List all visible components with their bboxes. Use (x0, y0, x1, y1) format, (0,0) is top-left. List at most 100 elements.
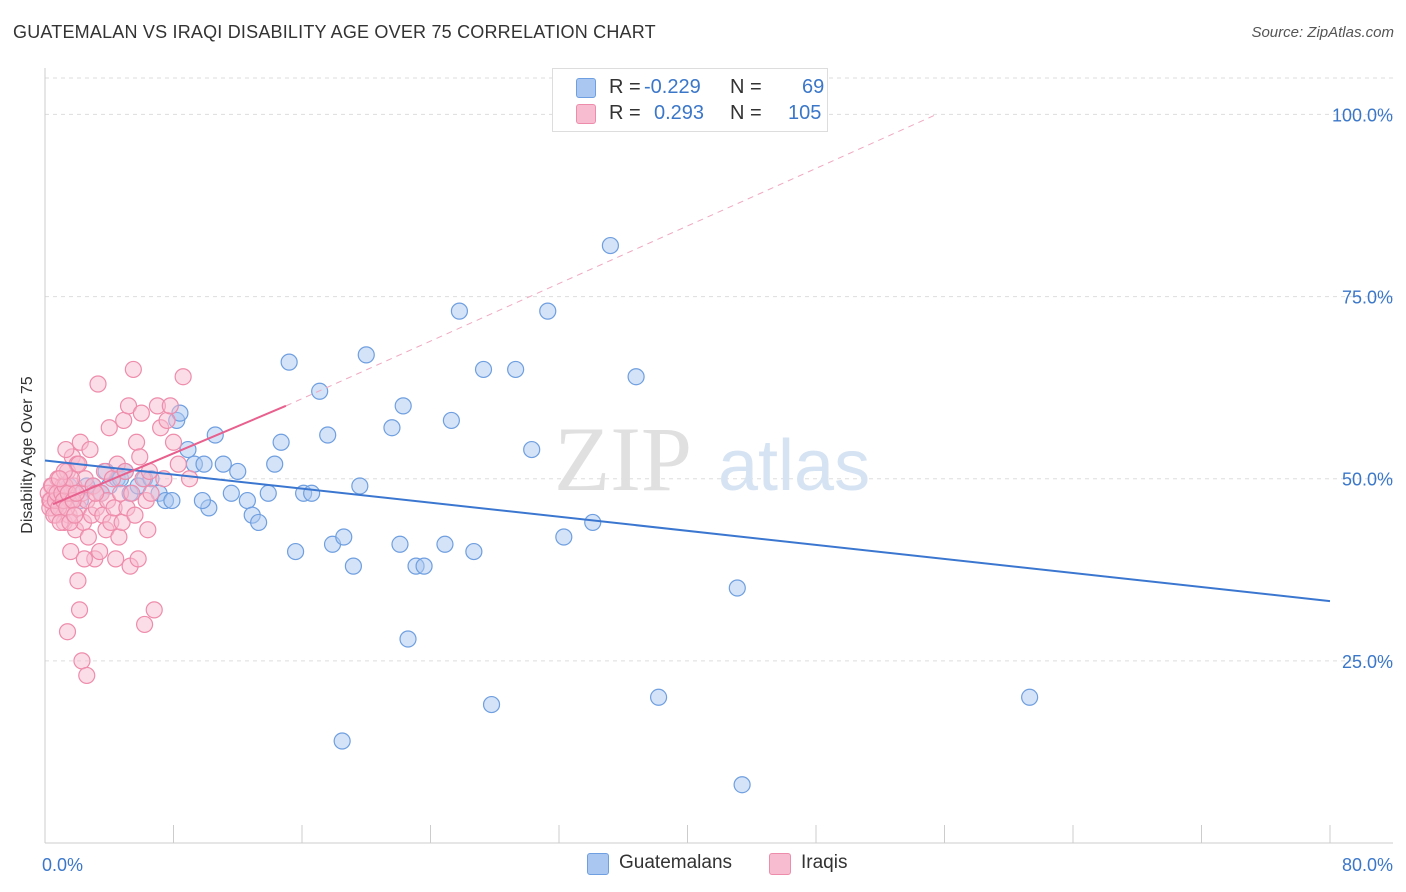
data-point-guatemalans (335, 528, 353, 546)
data-point-guatemalans (415, 557, 433, 575)
data-point-guatemalans (465, 542, 483, 561)
data-point-iraqis (145, 601, 163, 619)
legend-swatch-guatemalans (576, 78, 596, 98)
data-point-iraqis (164, 433, 183, 451)
data-point-guatemalans (193, 491, 212, 510)
data-point-guatemalans (399, 630, 417, 648)
chart-title: GUATEMALAN VS IRAQI DISABILITY AGE OVER … (13, 22, 656, 42)
bottom-legend-swatch-guatemalans (587, 853, 609, 875)
data-point-guatemalans (333, 732, 351, 750)
legend-n-value: 105 (788, 102, 822, 124)
y-tick-label: 25.0% (1342, 652, 1393, 672)
data-point-guatemalans (1021, 688, 1039, 706)
data-point-guatemalans (507, 360, 525, 379)
data-point-iraqis (124, 360, 142, 379)
data-point-iraqis (119, 397, 138, 415)
data-point-iraqis (62, 542, 80, 561)
data-point-guatemalans (357, 346, 375, 364)
data-point-guatemalans (627, 368, 645, 386)
data-point-iraqis (67, 484, 85, 502)
data-point-guatemalans (584, 513, 602, 532)
data-point-guatemalans (303, 484, 321, 502)
data-point-iraqis (100, 419, 118, 437)
data-point-guatemalans (351, 477, 369, 495)
data-point-iraqis (78, 666, 96, 685)
data-point-iraqis (50, 470, 69, 488)
legend-r-value: 0.293 (654, 102, 705, 124)
data-point-guatemalans (442, 411, 460, 430)
data-point-guatemalans (391, 535, 409, 553)
data-point-iraqis (66, 506, 84, 524)
data-point-guatemalans (523, 440, 541, 459)
data-point-iraqis (129, 550, 147, 568)
data-point-guatemalans (238, 491, 256, 510)
data-point-guatemalans (280, 353, 298, 371)
x-tick-label: 0.0% (42, 855, 83, 875)
data-point-iraqis (132, 404, 150, 422)
data-point-iraqis (73, 652, 91, 670)
data-point-iraqis (139, 521, 157, 539)
legend-r-label: R = (609, 76, 641, 98)
data-point-iraqis (91, 542, 109, 561)
data-point-guatemalans (195, 455, 213, 473)
y-tick-label: 75.0% (1342, 288, 1393, 308)
data-point-iraqis (110, 528, 128, 546)
correlation-legend: R = -0.229 N = 69 R = 0.293 N = 105 (552, 68, 828, 132)
data-point-iraqis (180, 470, 199, 488)
data-point-iraqis (127, 433, 146, 451)
data-point-guatemalans (250, 513, 268, 532)
x-tick-label: 80.0% (1342, 855, 1393, 875)
data-point-iraqis (169, 455, 187, 473)
data-point-guatemalans (163, 491, 181, 510)
y-tick-label: 50.0% (1342, 470, 1393, 490)
data-point-iraqis (174, 368, 192, 386)
data-point-iraqis (70, 601, 89, 619)
y-tick-label: 100.0% (1332, 105, 1393, 125)
data-point-guatemalans (482, 695, 501, 714)
data-point-guatemalans (649, 688, 668, 706)
data-point-iraqis (107, 550, 125, 568)
watermark-zip: ZIP (554, 408, 692, 510)
data-point-iraqis (161, 397, 179, 415)
watermark: ZIP atlas (554, 408, 870, 510)
data-point-guatemalans (394, 397, 412, 415)
data-point-iraqis (158, 411, 176, 430)
bottom-legend-swatch-iraqis (769, 853, 791, 875)
gridlines (45, 77, 1393, 662)
tick-labels: 25.0% 50.0% 75.0% 100.0% 0.0% 80.0% (42, 105, 1393, 875)
data-point-iraqis (89, 375, 107, 393)
data-point-iraqis (123, 484, 141, 502)
trend-lines (44, 113, 1331, 603)
trend-line-guatemalans (44, 459, 1331, 603)
source-label: Source: ZipAtlas.com (1251, 24, 1394, 41)
data-point-iraqis (135, 615, 154, 634)
data-point-iraqis (75, 550, 93, 568)
data-point-guatemalans (319, 426, 337, 444)
bottom-legend-label-guatemalans: Guatemalans (619, 852, 733, 873)
data-point-guatemalans (601, 236, 620, 255)
data-point-guatemalans (436, 535, 454, 553)
data-point-guatemalans (474, 360, 493, 379)
data-point-guatemalans (272, 433, 290, 451)
data-point-iraqis (126, 506, 144, 524)
data-point-guatemalans (733, 776, 751, 794)
trend-line-iraqis (285, 113, 937, 407)
data-point-guatemalans (266, 455, 284, 473)
data-point-guatemalans (214, 455, 232, 473)
data-point-guatemalans (229, 462, 247, 481)
legend-swatch-iraqis (576, 104, 596, 124)
data-point-guatemalans (539, 302, 557, 320)
data-point-guatemalans (259, 484, 277, 502)
data-point-iraqis (81, 440, 99, 459)
data-point-iraqis (115, 411, 133, 430)
data-point-iraqis (79, 528, 97, 546)
legend-n-value: 69 (802, 76, 825, 98)
bottom-legend-label-iraqis: Iraqis (801, 852, 848, 873)
legend-r-label: R = (609, 102, 641, 124)
data-point-guatemalans (728, 579, 746, 597)
trend-line-iraqis (52, 404, 287, 506)
data-point-iraqis (69, 572, 87, 590)
legend-n-label: N = (730, 102, 762, 124)
legend-n-label: N = (730, 76, 762, 98)
